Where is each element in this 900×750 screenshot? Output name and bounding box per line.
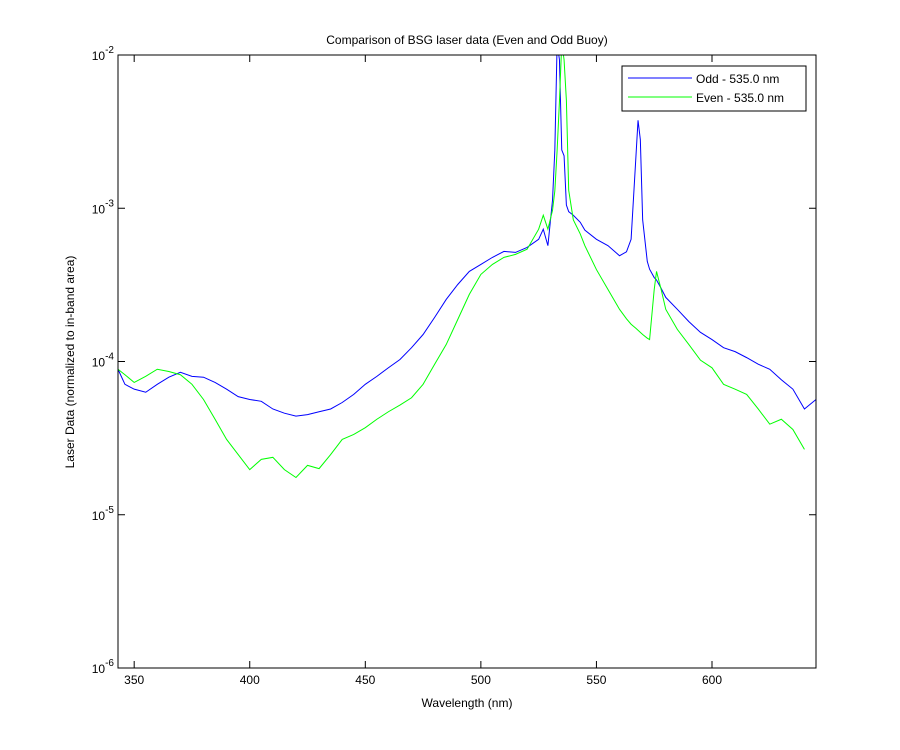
x-tick-label: 550: [586, 673, 606, 687]
plot-frame: [117, 54, 817, 669]
data-line: [118, 55, 816, 417]
x-axis-label: Wavelength (nm): [422, 696, 513, 710]
y-tick-label: 10-2: [92, 45, 115, 63]
x-tick-label: 450: [355, 673, 375, 687]
chart-title: Comparison of BSG laser data (Even and O…: [326, 33, 607, 47]
data-line: [118, 55, 805, 479]
y-tick-label: 10-4: [92, 352, 115, 370]
y-tick-label: 10-6: [92, 658, 115, 676]
x-tick-label: 400: [240, 673, 260, 687]
y-tick-label: 10-3: [92, 198, 115, 216]
legend-label: Odd - 535.0 nm: [696, 72, 779, 86]
y-axis-label: Laser Data (normalized to in-band area): [63, 256, 77, 469]
x-tick-label: 500: [471, 673, 491, 687]
y-tick-label: 10-5: [92, 505, 115, 523]
legend-label: Even - 535.0 nm: [696, 91, 784, 105]
x-tick-label: 350: [124, 673, 144, 687]
x-tick-label: 600: [702, 673, 722, 687]
legend-box: [621, 65, 807, 112]
